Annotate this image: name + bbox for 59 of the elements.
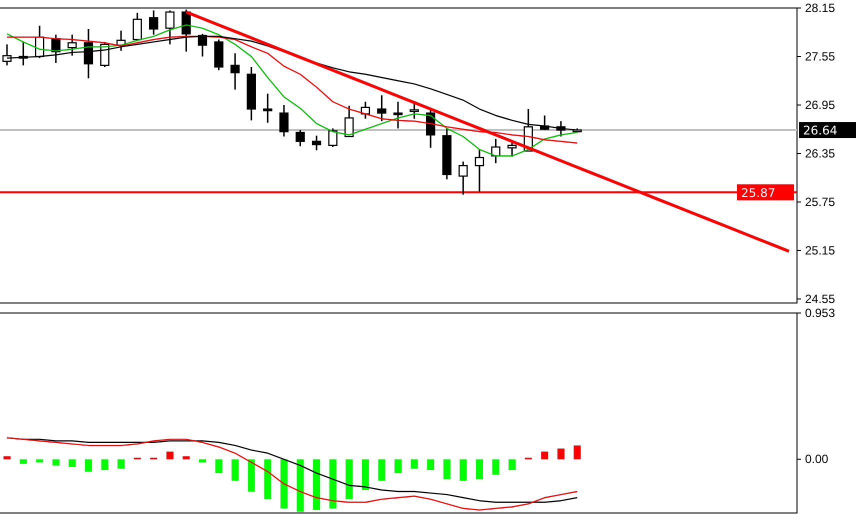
bar	[362, 459, 369, 490]
candlestick	[279, 104, 289, 138]
candlestick	[491, 138, 500, 164]
bar	[296, 459, 304, 512]
y-tick-label: 26.35	[805, 146, 836, 160]
bar	[313, 459, 320, 510]
bar	[476, 459, 483, 480]
candlestick	[474, 148, 484, 192]
candlestick	[410, 102, 419, 120]
bar	[182, 456, 190, 460]
y-tick-label: 25.15	[805, 243, 836, 258]
bar	[492, 459, 500, 475]
candlestick	[328, 128, 338, 148]
bar	[36, 459, 44, 462]
bar	[264, 459, 272, 500]
bar	[52, 459, 60, 466]
bar	[574, 445, 581, 460]
bar	[346, 459, 353, 500]
bar	[84, 459, 92, 472]
candlestick	[149, 10, 158, 36]
bar	[378, 459, 386, 481]
bar	[68, 459, 76, 467]
candlestick	[296, 129, 305, 147]
bar	[166, 452, 174, 460]
bar	[118, 459, 125, 468]
bar	[460, 459, 467, 481]
bar	[557, 448, 564, 460]
candlestick	[132, 12, 142, 42]
candlestick	[312, 134, 322, 151]
bar	[541, 452, 548, 460]
y-tick-label: 28.15	[805, 0, 836, 15]
candlestick	[263, 92, 272, 124]
candlestick	[344, 105, 354, 138]
y-tick-label: 25.75	[805, 194, 836, 209]
bar	[427, 459, 434, 470]
y-tick-label: 0.953	[805, 306, 836, 320]
y-tick-label: 24.55	[805, 292, 836, 306]
bar	[215, 459, 222, 474]
bar	[4, 456, 10, 460]
candlestick	[230, 52, 240, 90]
bar	[232, 459, 239, 481]
y-tick-label: 27.55	[805, 49, 836, 64]
ref-line-label: 25.87	[741, 186, 776, 200]
y-tick-label: 0.00	[805, 452, 829, 466]
bar	[101, 459, 108, 470]
bar	[20, 459, 27, 464]
bar	[410, 459, 418, 468]
bar	[199, 459, 206, 462]
bar	[508, 459, 516, 470]
bar	[329, 459, 336, 508]
candlestick	[393, 101, 403, 130]
candlestick	[377, 94, 386, 122]
ref-line-label: 26.64	[803, 124, 838, 138]
candlestick	[458, 160, 468, 196]
bar	[280, 459, 288, 508]
bar	[248, 459, 255, 492]
y-tick-label: 26.95	[805, 98, 836, 112]
bar	[394, 459, 402, 474]
bar	[443, 459, 450, 480]
